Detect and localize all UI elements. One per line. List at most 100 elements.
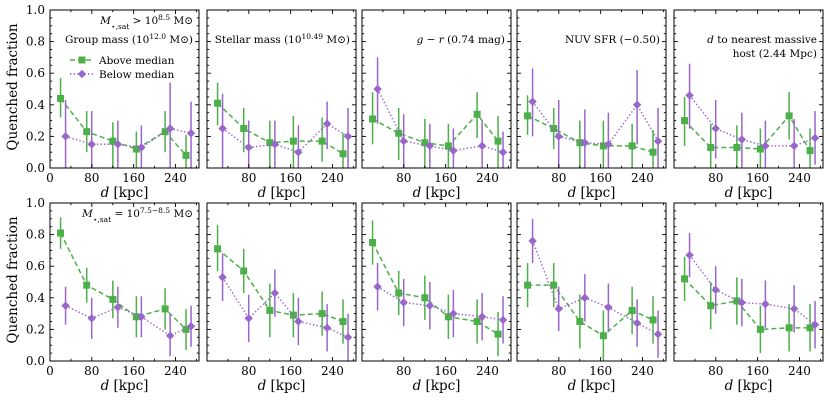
data-point (322, 323, 332, 333)
ticks (361, 9, 511, 169)
series-below-median (373, 263, 508, 344)
panel-r0-c0: 0 80 160 240 d [kpc] 0.0 0.2 0.4 0.6 0.8 1.0 Quench… (5, 3, 200, 201)
data-point (113, 140, 123, 149)
x-tick-label: 80 (708, 171, 723, 185)
panel-title: Stellar mass (1010.49 M⊙) (215, 32, 350, 47)
data-point (61, 132, 70, 141)
y-axis-label: Quenched fraction (5, 216, 21, 344)
series-below-median (685, 63, 820, 168)
y-tick-label: 1.0 (26, 196, 45, 210)
legend-marker-above (78, 56, 86, 64)
data-point (218, 273, 227, 282)
panel-title-line2: host (2.44 Mpc) (733, 48, 817, 60)
series-line (684, 114, 811, 152)
x-tick-label: 240 (631, 364, 654, 378)
data-point (711, 124, 720, 133)
series-below-median (61, 82, 196, 168)
data-point (554, 304, 563, 314)
legend-marker-below (77, 69, 87, 79)
axes-frame (206, 202, 357, 362)
x-tick-label: 160 (746, 364, 769, 378)
data-point (810, 133, 820, 143)
data-point (343, 132, 353, 141)
data-point (57, 229, 65, 237)
ticks (49, 202, 199, 362)
data-point (270, 288, 280, 298)
data-point (554, 132, 563, 141)
series-line (531, 240, 659, 335)
x-axis-label: d [kpc] (101, 378, 149, 394)
data-point (685, 250, 694, 260)
panel-r0-c1: 80 160 240 d [kpc] Stellar mass (1010.49 M⊙) (206, 9, 357, 201)
data-point (165, 124, 175, 133)
data-point (528, 97, 537, 106)
data-point (318, 137, 326, 145)
data-point (681, 275, 689, 283)
data-point (214, 245, 222, 253)
x-tick-label: 160 (279, 364, 302, 378)
series-line (688, 94, 816, 147)
row-annotation: M⋆,sat = 107.5−8.5 M⊙ (81, 206, 193, 224)
series-below-median (528, 218, 663, 358)
data-point (113, 303, 123, 312)
series-line (59, 232, 187, 330)
data-point (789, 304, 799, 314)
data-point (182, 325, 190, 333)
data-point (132, 313, 140, 321)
data-point (761, 141, 770, 151)
data-point (421, 294, 429, 302)
data-point (707, 143, 715, 151)
data-point (707, 302, 715, 310)
data-point (449, 309, 458, 318)
data-point (524, 112, 532, 120)
x-tick-label: 80 (396, 364, 411, 378)
data-point (244, 314, 253, 323)
data-point (395, 129, 403, 137)
data-point (266, 139, 274, 147)
data-point (580, 293, 590, 302)
panel-title: Group mass (1012.0 M⊙) (65, 32, 193, 47)
data-point (444, 142, 452, 150)
data-point (528, 236, 537, 246)
panel-title: g − r (0.74 mag) (417, 34, 505, 46)
ticks (673, 9, 823, 169)
data-point (244, 143, 253, 152)
x-axis-label: d [kpc] (568, 185, 616, 201)
series-line (59, 98, 187, 156)
legend-label-below: Below median (99, 69, 174, 81)
axes-frame (673, 202, 824, 362)
series-line (65, 127, 192, 149)
data-point (737, 298, 747, 307)
x-tick-label: 160 (122, 364, 145, 378)
x-tick-label: 80 (396, 171, 411, 185)
x-tick-label: 0 (46, 171, 54, 185)
x-tick-label: 160 (589, 364, 612, 378)
panel-title: d to nearest massive (707, 34, 817, 46)
data-point (61, 301, 70, 310)
series-above-median (369, 92, 502, 168)
data-point (649, 316, 657, 324)
data-point (576, 318, 584, 325)
data-point (161, 305, 169, 313)
data-point (83, 128, 91, 136)
data-point (399, 298, 408, 307)
data-point (806, 147, 814, 155)
data-point (550, 281, 558, 289)
data-point (473, 110, 481, 118)
data-point (711, 285, 720, 295)
data-point (653, 329, 663, 339)
ticks (206, 202, 356, 362)
y-tick-label: 0.6 (26, 66, 45, 80)
data-point (806, 324, 814, 332)
series-above-median (214, 82, 347, 168)
data-point (339, 318, 347, 325)
panel-r1-c1: 80 160 240 d [kpc] (206, 202, 357, 394)
x-tick-label: 80 (551, 171, 566, 185)
data-point (240, 267, 248, 275)
data-point (649, 148, 657, 156)
data-point (214, 99, 222, 107)
data-point (733, 143, 741, 151)
y-tick-label: 0.0 (26, 354, 45, 368)
legend: Above median Below median (70, 55, 175, 81)
data-point (87, 140, 96, 149)
